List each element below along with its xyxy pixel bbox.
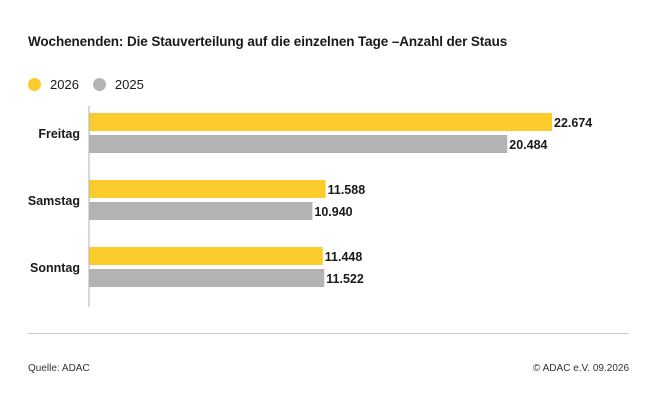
legend-swatch-2026 — [28, 78, 41, 91]
category-label-freitag: Freitag — [38, 127, 80, 141]
data-label-freitag-2025: 20.484 — [509, 138, 547, 152]
category-label-sonntag: Sonntag — [30, 261, 80, 275]
data-label-samstag-2025: 10.940 — [314, 205, 352, 219]
category-label-samstag: Samstag — [28, 194, 80, 208]
footer-divider — [28, 333, 629, 334]
legend-label-2026: 2026 — [50, 77, 79, 92]
copyright-note: © ADAC e.V. 09.2026 — [533, 363, 629, 374]
legend: 2026 2025 — [28, 77, 158, 92]
chart-title: Wochenenden: Die Stauverteilung auf die … — [28, 34, 508, 49]
legend-item-2025: 2025 — [92, 77, 144, 92]
bar-sonntag-2026 — [89, 247, 323, 265]
bar-samstag-2025 — [89, 202, 313, 220]
bar-samstag-2026 — [89, 180, 326, 198]
legend-item-2026: 2026 — [28, 77, 79, 92]
data-label-sonntag-2025: 11.522 — [326, 272, 364, 286]
data-label-samstag-2026: 11.588 — [328, 183, 366, 197]
bar-sonntag-2025 — [89, 269, 325, 287]
bar-freitag-2025 — [89, 135, 508, 153]
legend-label-2025: 2025 — [114, 77, 144, 92]
legend-swatch-2025 — [92, 78, 106, 91]
data-label-freitag-2026: 22.674 — [554, 116, 592, 130]
data-label-sonntag-2026: 11.448 — [325, 250, 363, 264]
bar-freitag-2026 — [89, 113, 552, 131]
source-note: Quelle: ADAC — [28, 363, 90, 374]
